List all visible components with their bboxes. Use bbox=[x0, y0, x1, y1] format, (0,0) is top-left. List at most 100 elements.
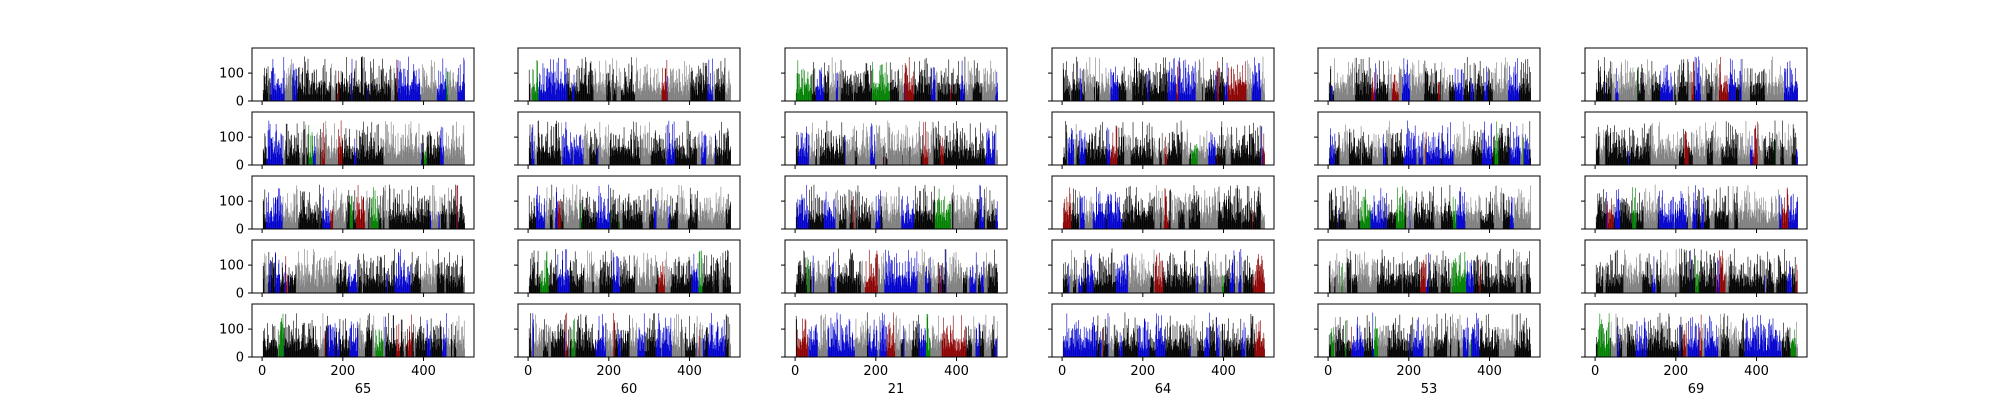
bar bbox=[372, 85, 373, 101]
bar bbox=[329, 85, 331, 101]
bar bbox=[625, 77, 626, 101]
bar bbox=[417, 255, 419, 293]
bar bbox=[377, 154, 378, 165]
bar bbox=[603, 94, 605, 101]
bar bbox=[286, 327, 288, 357]
bar bbox=[530, 216, 532, 229]
bar bbox=[290, 202, 292, 229]
bar bbox=[709, 84, 710, 101]
bar bbox=[368, 279, 369, 293]
bar bbox=[446, 88, 447, 101]
bar bbox=[320, 80, 322, 101]
bar bbox=[281, 202, 283, 229]
bar bbox=[670, 195, 672, 229]
bar bbox=[367, 274, 369, 293]
bar bbox=[355, 327, 356, 357]
bar bbox=[382, 275, 383, 293]
bar bbox=[331, 326, 333, 357]
bar bbox=[574, 148, 576, 165]
bar bbox=[425, 338, 427, 357]
bar bbox=[598, 151, 600, 165]
bar bbox=[430, 276, 431, 293]
bar bbox=[616, 75, 617, 101]
bar bbox=[427, 283, 429, 293]
column-label: 65 bbox=[355, 382, 372, 397]
bar bbox=[723, 85, 725, 101]
bar bbox=[547, 88, 548, 101]
bar bbox=[451, 280, 453, 293]
bar bbox=[358, 87, 359, 101]
bar bbox=[371, 72, 373, 101]
bar bbox=[656, 152, 658, 165]
bar bbox=[316, 220, 317, 229]
bar bbox=[403, 203, 404, 229]
bar bbox=[424, 155, 425, 165]
bar bbox=[286, 77, 288, 101]
bar bbox=[390, 342, 391, 357]
panel-frame bbox=[517, 47, 741, 102]
bar bbox=[449, 200, 450, 229]
bar bbox=[342, 335, 343, 357]
bar bbox=[278, 139, 280, 165]
bar bbox=[278, 259, 280, 293]
bar bbox=[342, 156, 344, 165]
bar bbox=[404, 349, 406, 357]
bar bbox=[407, 146, 408, 165]
bar bbox=[648, 89, 649, 101]
bar bbox=[350, 205, 352, 229]
bar bbox=[301, 275, 303, 293]
bar bbox=[642, 87, 643, 101]
bar bbox=[394, 274, 396, 293]
bar bbox=[727, 94, 729, 101]
bar bbox=[533, 141, 535, 165]
bar bbox=[438, 214, 440, 229]
bar bbox=[378, 281, 380, 293]
bar bbox=[697, 95, 698, 101]
bar bbox=[413, 342, 415, 357]
bar bbox=[351, 148, 352, 165]
bar bbox=[545, 200, 547, 229]
bar bbox=[726, 83, 728, 101]
y-tick-label: 0 bbox=[236, 351, 244, 366]
bar bbox=[417, 186, 418, 229]
bar bbox=[586, 140, 588, 165]
bar bbox=[338, 129, 339, 165]
bar bbox=[720, 153, 722, 165]
bar bbox=[375, 83, 377, 101]
y-tick-label: 100 bbox=[219, 323, 244, 338]
bar bbox=[619, 154, 621, 165]
bar bbox=[280, 214, 282, 229]
bar bbox=[273, 338, 275, 357]
bar bbox=[352, 146, 354, 165]
bar bbox=[330, 325, 331, 357]
bar bbox=[269, 223, 270, 229]
bar bbox=[539, 195, 540, 229]
bar bbox=[597, 92, 599, 101]
bar bbox=[459, 274, 461, 293]
bar bbox=[339, 208, 340, 229]
bar bbox=[706, 84, 707, 101]
bar bbox=[406, 147, 407, 165]
bar bbox=[295, 95, 296, 101]
bar bbox=[283, 217, 284, 229]
bar bbox=[661, 187, 663, 229]
bar bbox=[357, 185, 359, 229]
bar bbox=[400, 69, 402, 101]
bar bbox=[319, 94, 321, 101]
bar bbox=[638, 195, 640, 229]
bar bbox=[717, 82, 719, 101]
bar bbox=[440, 274, 441, 293]
bar bbox=[365, 221, 367, 229]
bar bbox=[535, 216, 537, 229]
bar bbox=[344, 266, 345, 293]
bar bbox=[659, 148, 661, 165]
bar bbox=[584, 126, 586, 165]
bar bbox=[309, 275, 311, 293]
bar bbox=[354, 190, 356, 229]
bar bbox=[637, 141, 639, 165]
bar bbox=[597, 213, 599, 229]
bar bbox=[414, 276, 415, 293]
bar bbox=[387, 152, 389, 165]
bar bbox=[447, 338, 449, 357]
bar bbox=[280, 133, 282, 165]
